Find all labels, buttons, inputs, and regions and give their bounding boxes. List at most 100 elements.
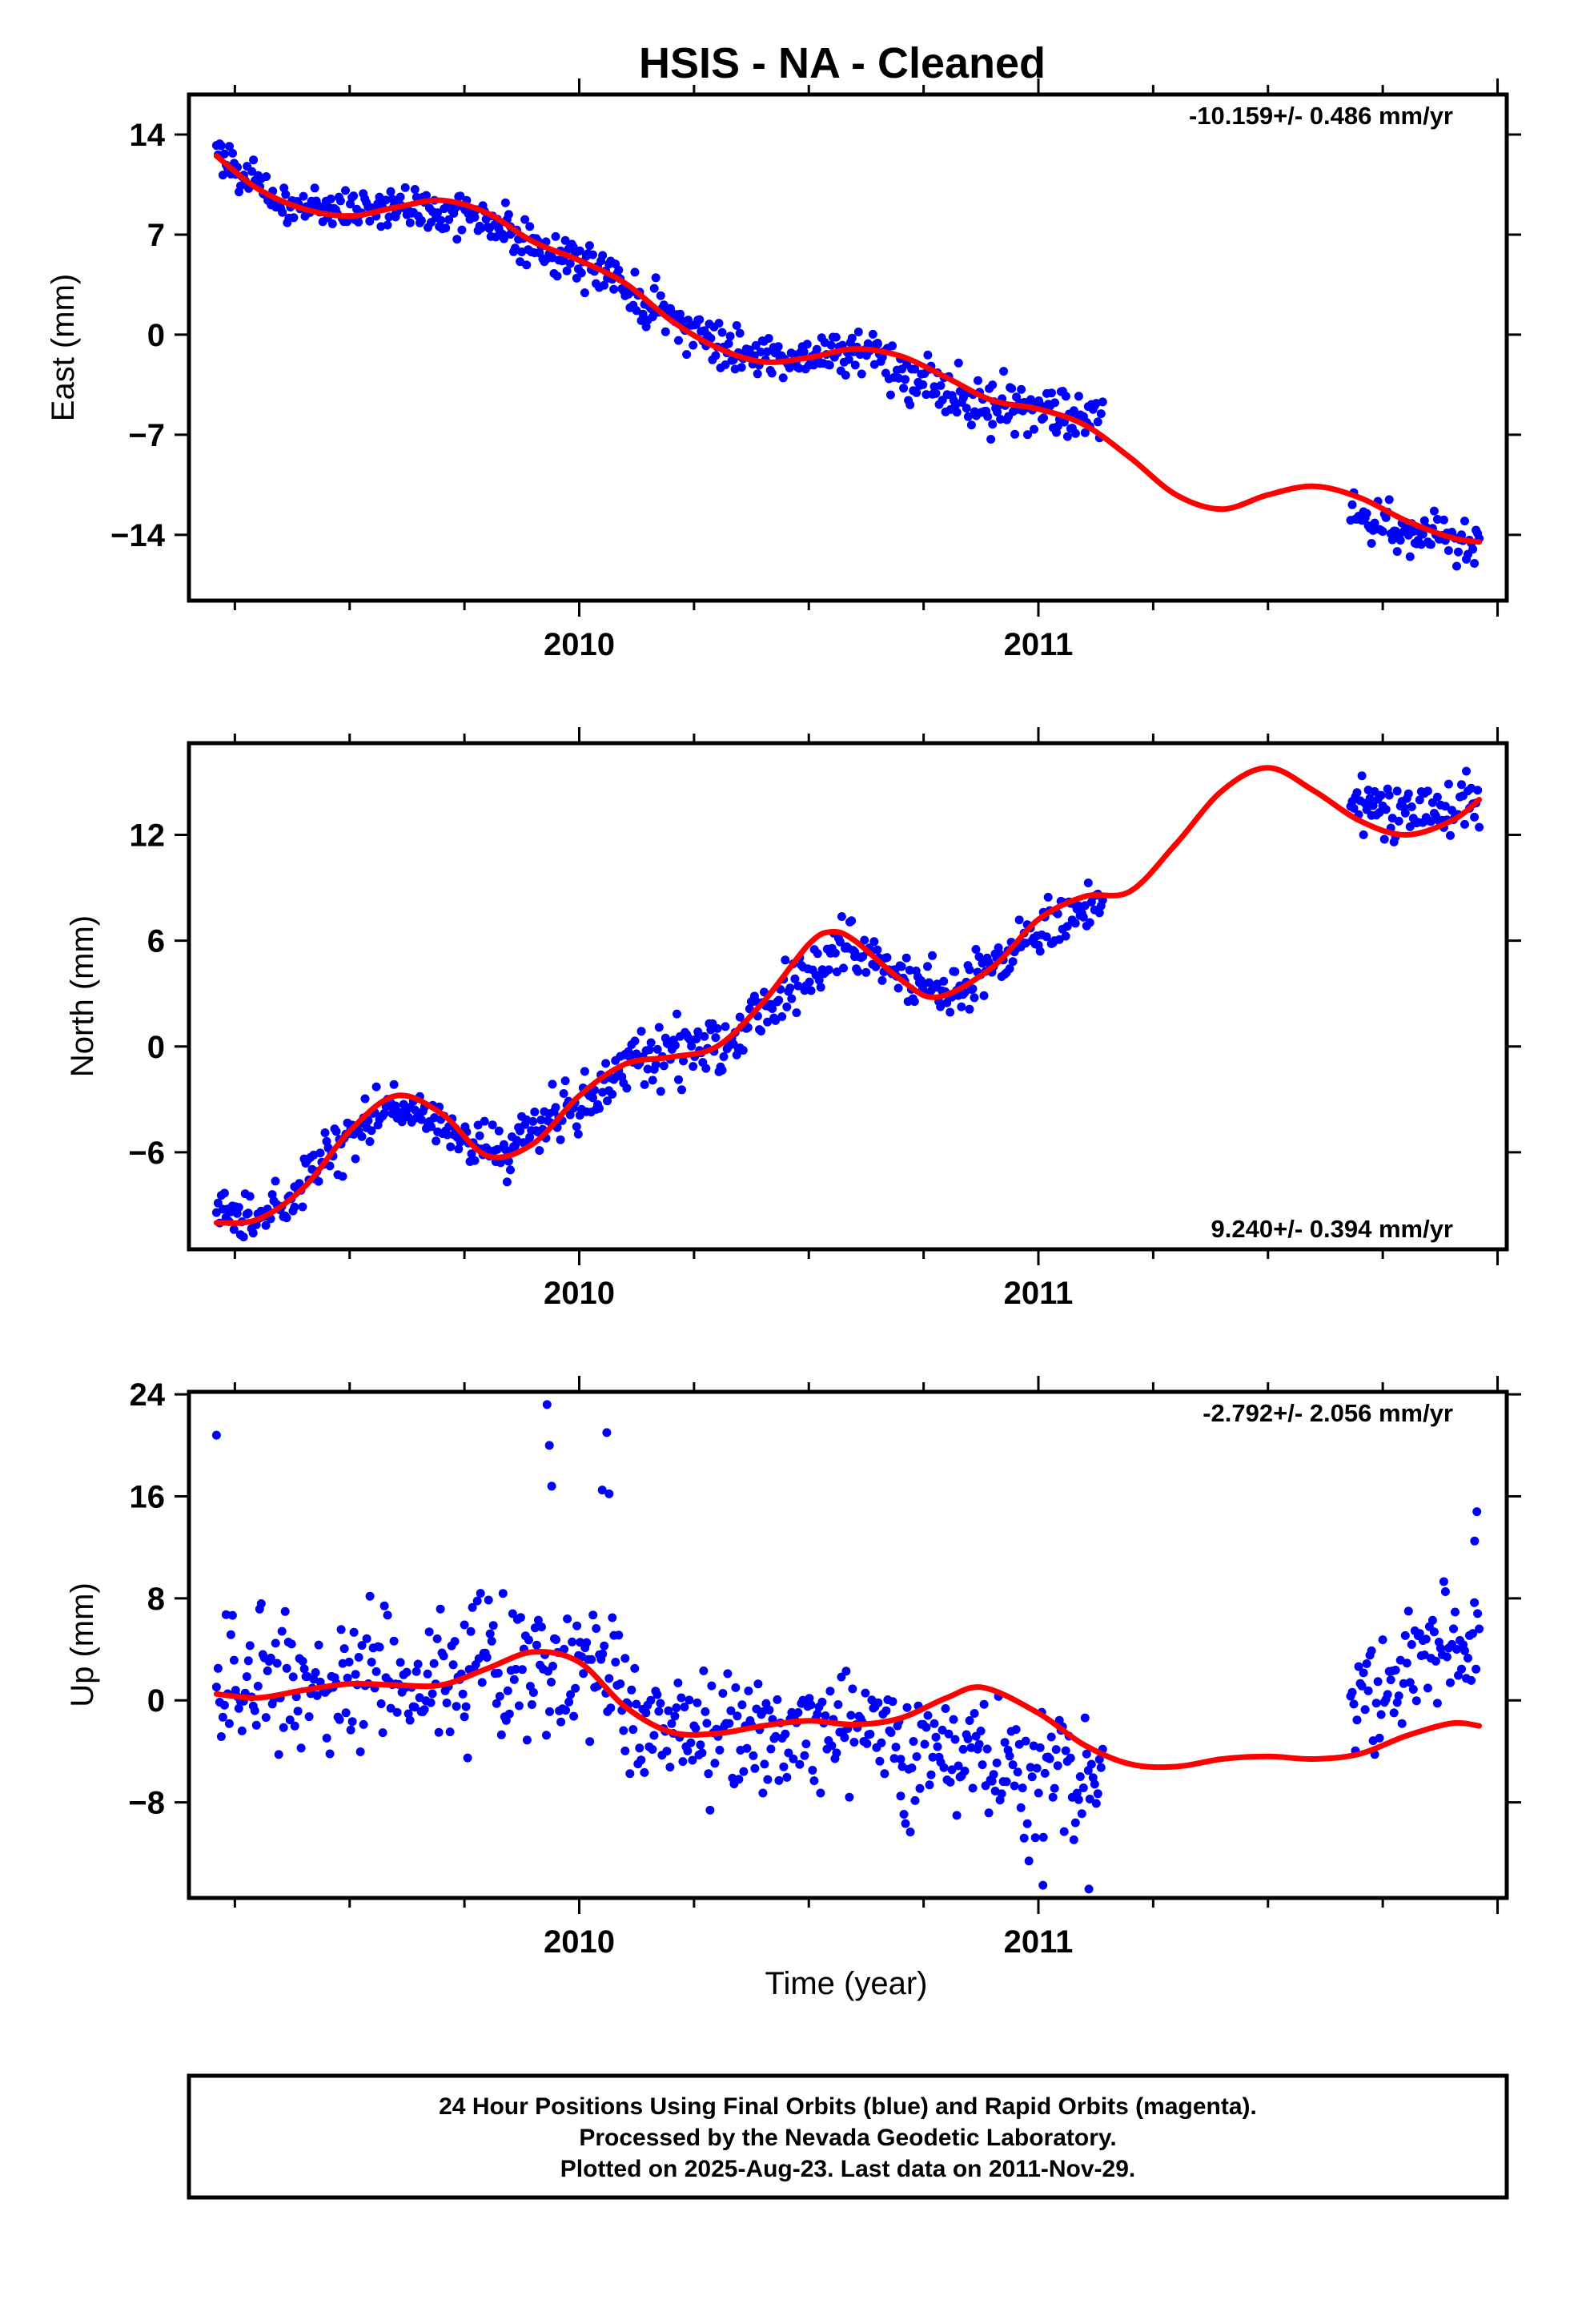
observation-point <box>839 963 848 973</box>
observation-point <box>925 1780 934 1790</box>
observation-point <box>1062 432 1072 441</box>
observation-point <box>245 1641 255 1651</box>
observation-point <box>732 321 741 330</box>
observation-point <box>785 983 795 993</box>
observation-point <box>744 1687 753 1695</box>
observation-point <box>1423 1683 1432 1693</box>
observation-point <box>1357 1681 1367 1691</box>
observation-point <box>402 1667 412 1677</box>
observation-point <box>289 213 299 223</box>
observation-point <box>773 342 783 352</box>
observation-point <box>1379 834 1389 844</box>
observation-point <box>812 344 821 354</box>
observation-point <box>444 215 454 224</box>
observation-point <box>477 1678 487 1687</box>
observation-point <box>492 1699 501 1708</box>
observation-point <box>250 1706 259 1715</box>
observation-point <box>1026 1763 1035 1772</box>
observation-point <box>881 1706 891 1715</box>
observation-point <box>357 1641 367 1651</box>
observation-point <box>576 268 586 278</box>
observation-point <box>367 1126 376 1136</box>
velocity-annotation: 9.240+/- 0.394 mm/yr <box>1211 1215 1453 1243</box>
observation-point <box>805 977 814 987</box>
observation-point <box>910 1795 920 1805</box>
observation-points <box>211 766 1484 1242</box>
observation-point <box>341 186 350 195</box>
observation-point <box>272 1659 282 1668</box>
observation-point <box>354 217 363 227</box>
observation-point <box>659 1061 669 1071</box>
observation-point <box>888 1697 897 1707</box>
observation-point <box>795 1759 805 1769</box>
observation-point <box>312 1691 322 1700</box>
observation-point <box>656 1087 665 1096</box>
observation-point <box>371 1667 381 1676</box>
observation-point <box>827 1741 837 1751</box>
observation-point <box>468 1602 477 1612</box>
observation-point <box>502 1177 512 1187</box>
observation-point <box>1464 1654 1472 1663</box>
observation-point <box>1005 964 1014 974</box>
observation-point <box>777 1012 787 1021</box>
observation-point <box>516 1126 525 1136</box>
observation-point <box>654 1023 664 1032</box>
observation-point <box>450 1637 460 1647</box>
observation-point <box>279 1723 288 1732</box>
observation-point <box>1098 397 1107 407</box>
observation-point <box>239 1232 248 1242</box>
observation-point <box>939 976 949 986</box>
observation-point <box>485 1629 495 1638</box>
observation-point <box>392 1707 402 1717</box>
observation-point <box>941 1704 950 1713</box>
observation-point <box>865 1730 875 1739</box>
observation-point <box>1027 1772 1037 1782</box>
observation-point <box>987 1776 997 1786</box>
observation-point <box>347 1717 357 1727</box>
observation-point <box>293 1707 303 1716</box>
observation-point <box>1468 545 1478 554</box>
observation-point <box>889 1754 899 1763</box>
observation-point <box>837 912 846 921</box>
observation-point <box>216 1732 226 1741</box>
observation-point <box>905 1827 915 1837</box>
observation-point <box>1452 1645 1461 1654</box>
observation-point <box>832 1748 841 1758</box>
observation-point <box>753 1679 763 1689</box>
observation-point <box>1035 947 1045 956</box>
observation-point <box>1446 830 1455 840</box>
observation-point <box>604 1674 614 1683</box>
observation-point <box>965 965 974 975</box>
observation-point <box>622 1084 632 1093</box>
observation-point <box>561 1706 571 1715</box>
observation-point <box>616 1679 625 1689</box>
observation-point <box>262 172 271 181</box>
observation-point <box>628 1725 638 1735</box>
observation-point <box>456 191 465 201</box>
observation-point <box>905 966 914 975</box>
observation-point <box>923 1711 933 1720</box>
observation-point <box>1061 392 1070 401</box>
observation-point <box>1462 766 1471 776</box>
observation-point <box>886 1728 896 1737</box>
observation-point <box>587 1655 596 1664</box>
observation-point <box>1083 879 1093 887</box>
plot-frame <box>187 1389 1509 1900</box>
observation-point <box>659 300 669 310</box>
observation-point <box>1357 771 1367 781</box>
observation-point <box>600 280 609 290</box>
observation-point <box>1046 1732 1056 1742</box>
plot-frame <box>187 92 1509 603</box>
observation-point <box>559 1089 568 1098</box>
observation-point <box>877 1738 886 1747</box>
observation-point <box>767 368 777 378</box>
observation-point <box>735 1012 745 1022</box>
observation-point <box>1019 1833 1029 1843</box>
observation-point <box>488 1621 498 1630</box>
observation-point <box>1077 1809 1086 1819</box>
observation-point <box>314 1640 323 1650</box>
observation-point <box>999 367 1009 376</box>
observation-point <box>1429 1627 1439 1637</box>
observation-point <box>831 332 841 342</box>
observation-point <box>635 1743 644 1753</box>
